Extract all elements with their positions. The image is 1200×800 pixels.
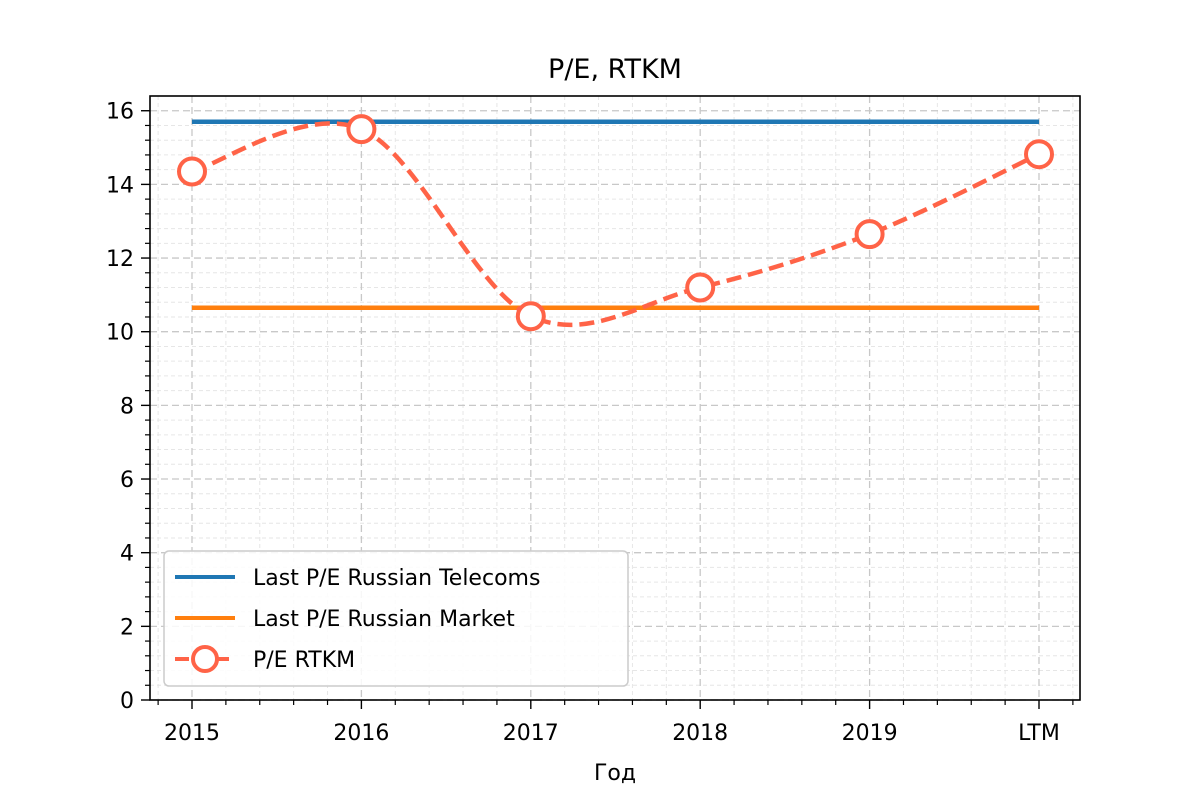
x-tick-label: 2018	[672, 721, 728, 746]
y-tick-label: 6	[120, 468, 134, 493]
x-axis: 2015 2016 2017 2018 2019 LTM	[157, 700, 1074, 746]
chart-title: P/E, RTKM	[548, 54, 682, 85]
y-tick-label: 10	[106, 321, 134, 346]
legend-label-rtkm: P/E RTKM	[253, 648, 355, 673]
legend: Last P/E Russian Telecoms Last P/E Russi…	[163, 550, 629, 687]
data-point-rtkm	[854, 219, 885, 250]
series-line-rtkm	[191, 121, 1040, 328]
legend-marker-rtkm	[191, 645, 219, 673]
x-tick-label: 2019	[842, 721, 898, 746]
y-tick-label: 14	[106, 173, 134, 198]
series-layer	[177, 114, 1054, 332]
x-tick-label: 2016	[333, 721, 389, 746]
x-tick-label: 2015	[164, 721, 220, 746]
y-tick-label: 16	[106, 100, 134, 125]
y-tick-label: 4	[120, 542, 134, 567]
y-tick-label: 8	[120, 394, 134, 419]
y-tick-label: 2	[120, 615, 134, 640]
legend-label-market: Last P/E Russian Market	[253, 607, 515, 632]
legend-label-telecoms: Last P/E Russian Telecoms	[253, 566, 540, 591]
y-tick-label: 12	[106, 247, 134, 272]
x-tick-label: LTM	[1018, 721, 1060, 746]
y-tick-label: 0	[120, 689, 134, 714]
data-point-rtkm	[515, 301, 546, 332]
legend-frame	[163, 550, 629, 687]
data-point-rtkm	[177, 156, 207, 187]
y-axis: 0 2 4 6 8 10 12 14 16	[106, 100, 150, 714]
data-point-rtkm	[346, 114, 377, 145]
plot-frame	[149, 95, 1081, 701]
x-tick-label: 2017	[503, 721, 559, 746]
data-point-rtkm	[685, 272, 716, 303]
x-axis-label: Год	[594, 761, 636, 786]
data-point-rtkm	[1024, 139, 1054, 170]
